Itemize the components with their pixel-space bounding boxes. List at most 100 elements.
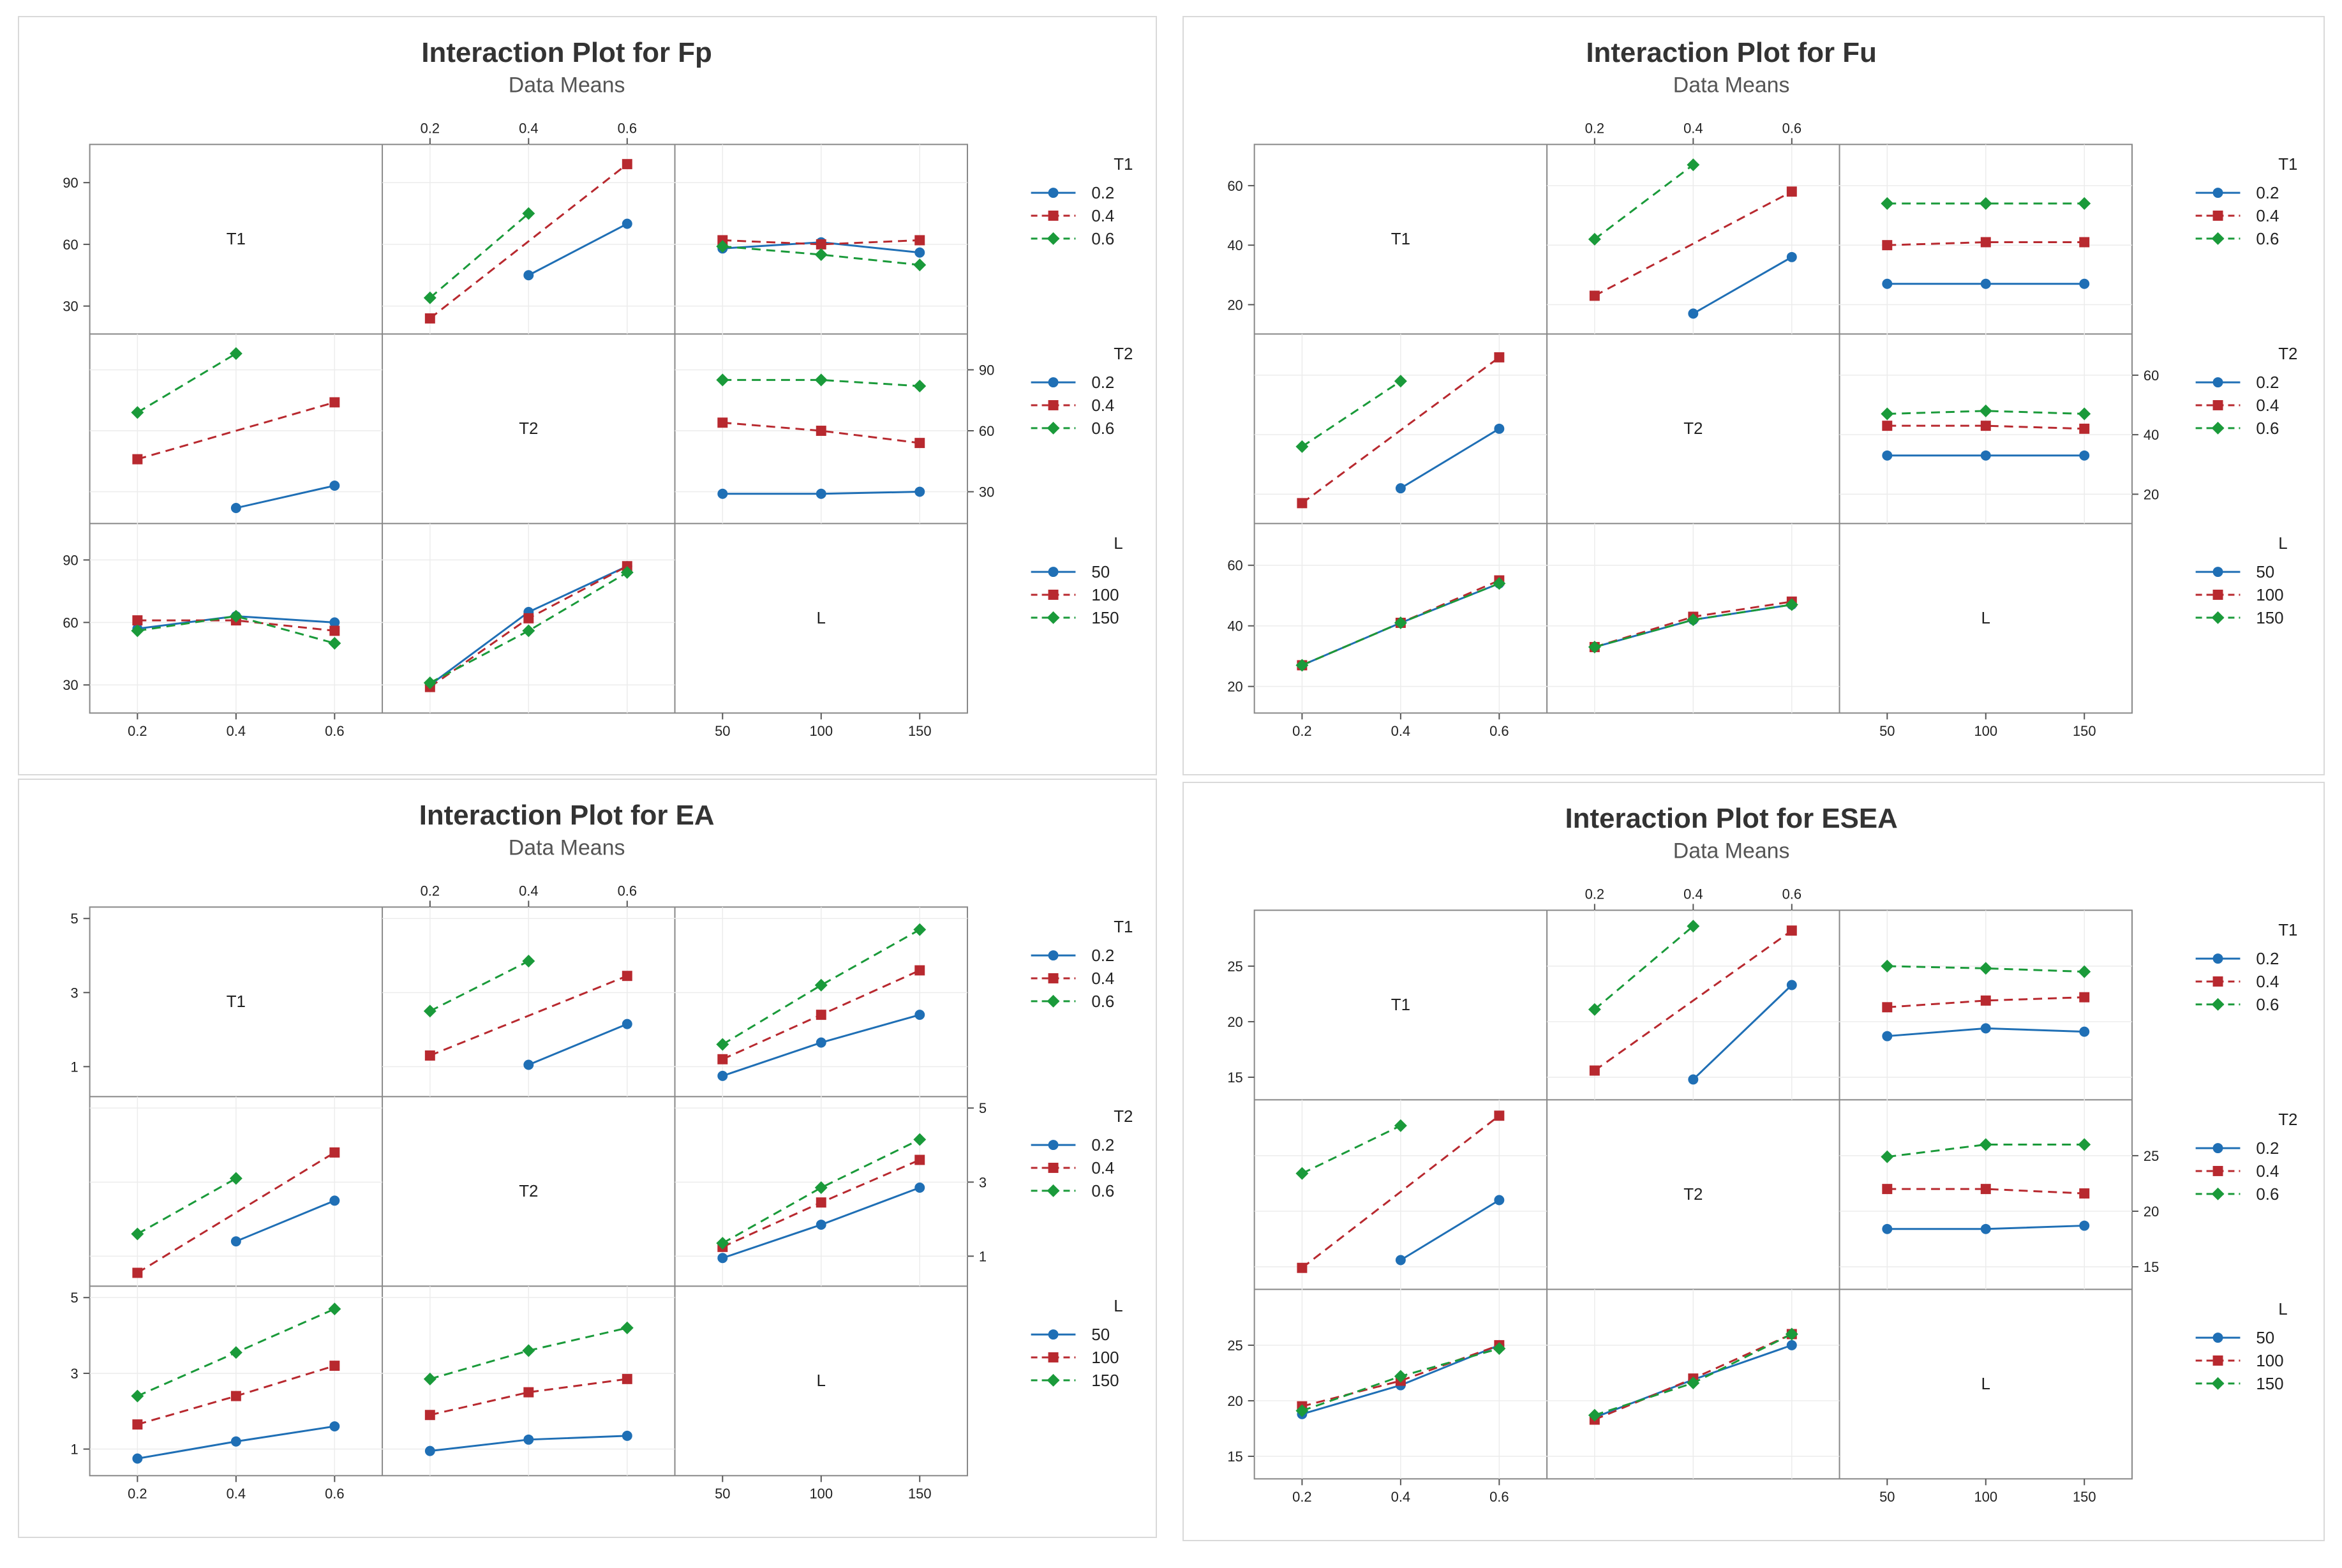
y-tick-label: 20: [2144, 486, 2159, 502]
legend-title: L: [1114, 535, 1123, 553]
legend-marker: [2212, 399, 2223, 410]
data-point: [329, 1361, 340, 1371]
chart-fu: Interaction Plot for Fu Data Means T1 T2 L 0.…: [1227, 37, 2297, 739]
bottom-tick-label: 0.4: [1391, 723, 1410, 739]
y-tick-label: 25: [1227, 1338, 1242, 1354]
y-tick-label: 3: [71, 1366, 78, 1382]
cell-r1-c2: [716, 373, 927, 499]
legend-label: 50: [2256, 1329, 2274, 1347]
y-tick-label: 40: [1227, 237, 1242, 253]
data-point: [329, 1421, 340, 1432]
top-tick-label: 0.4: [1683, 886, 1703, 902]
top-tick-label: 0.2: [421, 120, 440, 136]
legend-marker: [2212, 1333, 2223, 1343]
legend-label: 0.2: [1091, 947, 1114, 965]
bottom-tick-label: 0.4: [227, 1486, 246, 1502]
data-point: [716, 240, 729, 253]
data-point: [914, 235, 925, 246]
data-point: [914, 438, 925, 449]
data-point: [424, 1410, 435, 1421]
data-point: [620, 566, 634, 579]
bottom-tick-label: 0.4: [1391, 1489, 1410, 1505]
legend-marker: [2212, 188, 2223, 198]
y-tick-label: 20: [1227, 297, 1242, 313]
cell-r1-c0: [1295, 1110, 1505, 1273]
data-point: [329, 397, 340, 408]
data-point: [230, 503, 241, 513]
series-line: [1887, 996, 2085, 1008]
legend-label: 0.2: [2256, 1140, 2279, 1158]
data-point: [1786, 186, 1797, 197]
legend-title: T1: [1114, 918, 1133, 936]
y-tick-label: 60: [979, 423, 994, 439]
data-point: [622, 159, 632, 170]
data-point: [523, 1387, 534, 1398]
data-point: [816, 1010, 826, 1020]
y-tick-label: 60: [63, 237, 78, 253]
chart-title: Interaction Plot for ESEA: [1565, 803, 1897, 834]
cell-r0-c2: [716, 923, 927, 1081]
data-point: [230, 1391, 241, 1401]
legend-label: 100: [1091, 1349, 1119, 1367]
data-point: [2079, 423, 2090, 434]
cell-r0-c1: [423, 159, 632, 324]
legend-label: 0.6: [2256, 420, 2279, 438]
data-point: [914, 965, 925, 976]
bottom-tick-label: 50: [1879, 1489, 1895, 1505]
legend-marker: [1048, 1162, 1059, 1173]
top-tick-label: 0.2: [1585, 886, 1604, 902]
data-point: [816, 488, 826, 499]
y-tick-label: 5: [979, 1100, 987, 1116]
legend-label: 0.4: [2256, 1163, 2279, 1181]
data-point: [2078, 407, 2091, 421]
series-line: [722, 378, 920, 387]
legend-label: 0.6: [2256, 230, 2279, 248]
legend-title: T2: [2278, 1111, 2297, 1129]
series-line: [722, 239, 920, 246]
data-point: [424, 1445, 435, 1456]
data-point: [1295, 440, 1309, 453]
data-point: [1297, 1262, 1308, 1273]
data-point: [1786, 1340, 1797, 1350]
data-point: [717, 488, 728, 499]
data-point: [1395, 1255, 1406, 1266]
legend-title: L: [1114, 1297, 1123, 1315]
data-point: [814, 978, 828, 992]
series-line: [722, 245, 920, 266]
data-point: [622, 218, 632, 229]
series-line: [1887, 965, 2085, 973]
top-tick-label: 0.6: [618, 883, 637, 899]
chart-subtitle: Data Means: [509, 836, 625, 860]
data-point: [914, 247, 925, 258]
legend-label: 100: [1091, 586, 1119, 604]
data-point: [132, 615, 143, 626]
data-point: [622, 971, 632, 982]
data-point: [131, 1389, 144, 1403]
chart-title: Interaction Plot for Fp: [421, 37, 712, 68]
data-point: [329, 1147, 340, 1158]
cell-r0-c1: [1588, 920, 1797, 1085]
y-tick-label: 25: [2144, 1148, 2159, 1164]
top-tick-label: 0.4: [1683, 120, 1703, 136]
data-point: [1786, 925, 1797, 936]
bottom-tick-label: 150: [2073, 1489, 2096, 1505]
data-point: [622, 1019, 632, 1029]
legend-marker: [1047, 1373, 1060, 1387]
y-tick-label: 3: [71, 985, 78, 1001]
interaction-plot-ea: Interaction Plot for EA Data Means T1 T2 L 0.…: [18, 779, 1157, 1538]
cell-r0-c1: [423, 955, 632, 1070]
series-line: [722, 929, 920, 1045]
data-point: [1785, 598, 1798, 611]
y-tick-label: 20: [1227, 679, 1242, 695]
series-line: [1887, 241, 2085, 246]
data-point: [1588, 232, 1601, 246]
legend-label: 0.2: [1091, 184, 1114, 202]
cell-r2-c0: [131, 1303, 341, 1464]
legend-marker: [1047, 421, 1060, 435]
series-line: [137, 1151, 336, 1274]
chart-ea: Interaction Plot for EA Data Means T1 T2 L 0.…: [71, 800, 1133, 1502]
y-tick-label: 5: [71, 1290, 78, 1306]
data-point: [1394, 1119, 1407, 1132]
cell-r2-c0: [131, 609, 341, 650]
data-point: [1882, 1184, 1893, 1195]
